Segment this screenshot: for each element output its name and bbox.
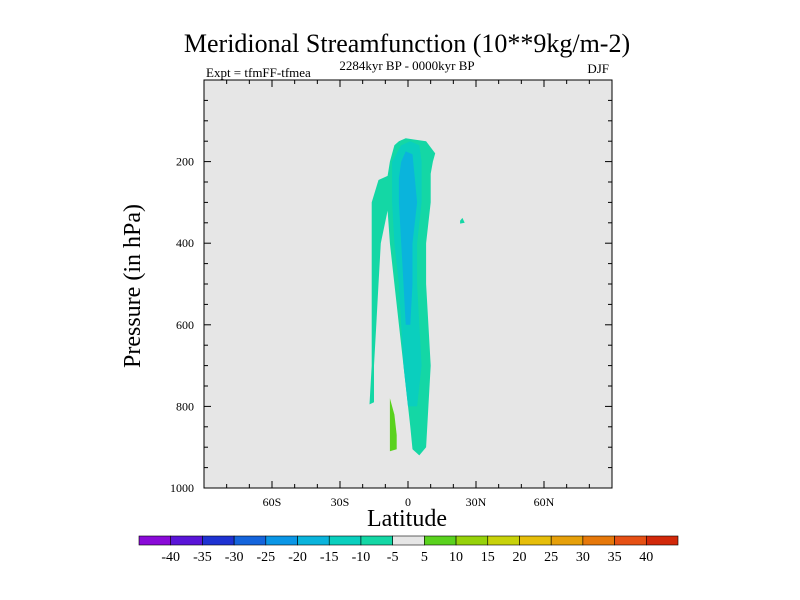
- colorbar-label: -40: [161, 550, 180, 565]
- colorbar-swatch: [582, 535, 615, 546]
- colorbar-swatch: [645, 535, 679, 546]
- x-tick-label: 30S: [331, 495, 350, 509]
- x-tick-label: 60S: [263, 495, 282, 509]
- x-tick-label: 0: [405, 495, 411, 509]
- colorbar-swatch: [392, 535, 425, 546]
- colorbar-label: -35: [193, 550, 212, 565]
- x-tick-label: 60N: [534, 495, 555, 509]
- colorbar-swatch: [328, 535, 362, 546]
- colorbar-swatch: [455, 535, 489, 546]
- colorbar-label: 35: [608, 550, 622, 565]
- colorbar-label: 5: [421, 550, 428, 565]
- y-tick-label: 600: [176, 318, 194, 332]
- colorbar-swatch: [424, 535, 457, 546]
- axis-ticks: 60S 30S 0 30N 60N 200 400 600 800 1000: [170, 80, 612, 509]
- colorbar-swatch: [265, 535, 298, 546]
- colorbar-label: -30: [225, 550, 244, 565]
- colorbar-label: -25: [256, 550, 275, 565]
- colorbar-label: 10: [449, 550, 463, 565]
- colorbar-label: 15: [481, 550, 495, 565]
- colorbar-swatch: [614, 535, 647, 546]
- contour-core-cell: [398, 151, 418, 325]
- colorbar-label: 25: [544, 550, 558, 565]
- colorbar-swatch: [233, 535, 267, 546]
- x-tick-label: 30N: [466, 495, 487, 509]
- contour-positive-speck: [460, 217, 465, 224]
- colorbar-label: -20: [288, 550, 307, 565]
- colorbar-swatch: [550, 535, 584, 546]
- x-axis-label: Latitude: [367, 506, 447, 532]
- y-tick-label: 200: [176, 155, 194, 169]
- colorbar-swatch: [519, 535, 552, 546]
- colorbar-label: 20: [512, 550, 526, 565]
- y-tick-label: 800: [176, 399, 194, 413]
- colorbar-label: 30: [576, 550, 590, 565]
- colorbar-swatch: [170, 535, 203, 546]
- chart-title: Meridional Streamfunction (10**9kg/m-2): [184, 29, 630, 58]
- colorbar-label: -5: [387, 550, 399, 565]
- experiment-label: Expt = tfmFF-tfmea: [206, 65, 311, 80]
- colorbar-swatch: [202, 535, 235, 546]
- chart-subtitle: 2284kyr BP - 0000kyr BP: [339, 58, 474, 73]
- colorbar-swatch: [138, 535, 172, 546]
- colorbar-label: -10: [352, 550, 371, 565]
- y-tick-label: 400: [176, 236, 194, 250]
- season-label: DJF: [587, 61, 609, 76]
- colorbar-swatch: [487, 535, 520, 546]
- contour-regions: [369, 138, 465, 456]
- colorbar: -40 -35 -30 -25 -20 -15 -10 -5 5 10 15 20 25 30 35 40: [138, 535, 679, 565]
- colorbar-label: 40: [639, 550, 653, 565]
- colorbar-label: -15: [320, 550, 339, 565]
- y-tick-label: 1000: [170, 481, 194, 495]
- colorbar-swatch: [360, 535, 393, 546]
- colorbar-swatch: [297, 535, 330, 546]
- contour-positive-cell: [389, 398, 397, 452]
- y-axis-label: Pressure (in hPa): [120, 204, 146, 368]
